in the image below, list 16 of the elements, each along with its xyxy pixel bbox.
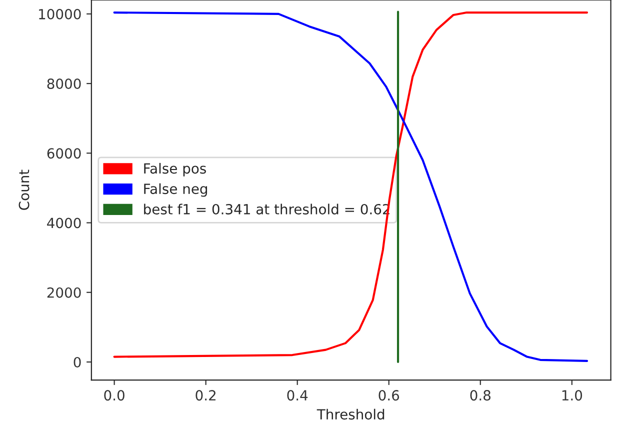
y-tick-label: 4000 <box>47 218 81 228</box>
y-tick-label: 8000 <box>47 78 81 90</box>
x-tick-label: 1.0 <box>562 390 582 401</box>
y-axis-title: Count <box>18 170 30 210</box>
x-tick-label: 0.4 <box>287 390 308 401</box>
x-tick-label: 0.0 <box>104 390 124 401</box>
legend-label: False neg <box>144 183 208 197</box>
y-tick-label: 6000 <box>47 148 81 159</box>
x-axis-title: Threshold <box>316 408 384 420</box>
y-tick-label: 0 <box>74 356 81 368</box>
x-tick-label: 0.2 <box>196 390 216 401</box>
y-tick-label: 2000 <box>47 287 81 298</box>
y-tick-label: 10000 <box>39 8 81 20</box>
legend-label: False pos <box>144 162 206 176</box>
x-tick-label: 0.8 <box>470 390 490 401</box>
x-tick-label: 0.6 <box>378 390 400 401</box>
